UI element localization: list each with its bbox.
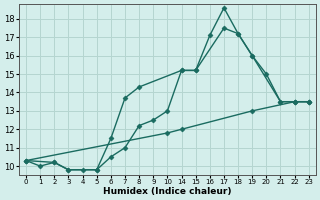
X-axis label: Humidex (Indice chaleur): Humidex (Indice chaleur) <box>103 187 232 196</box>
